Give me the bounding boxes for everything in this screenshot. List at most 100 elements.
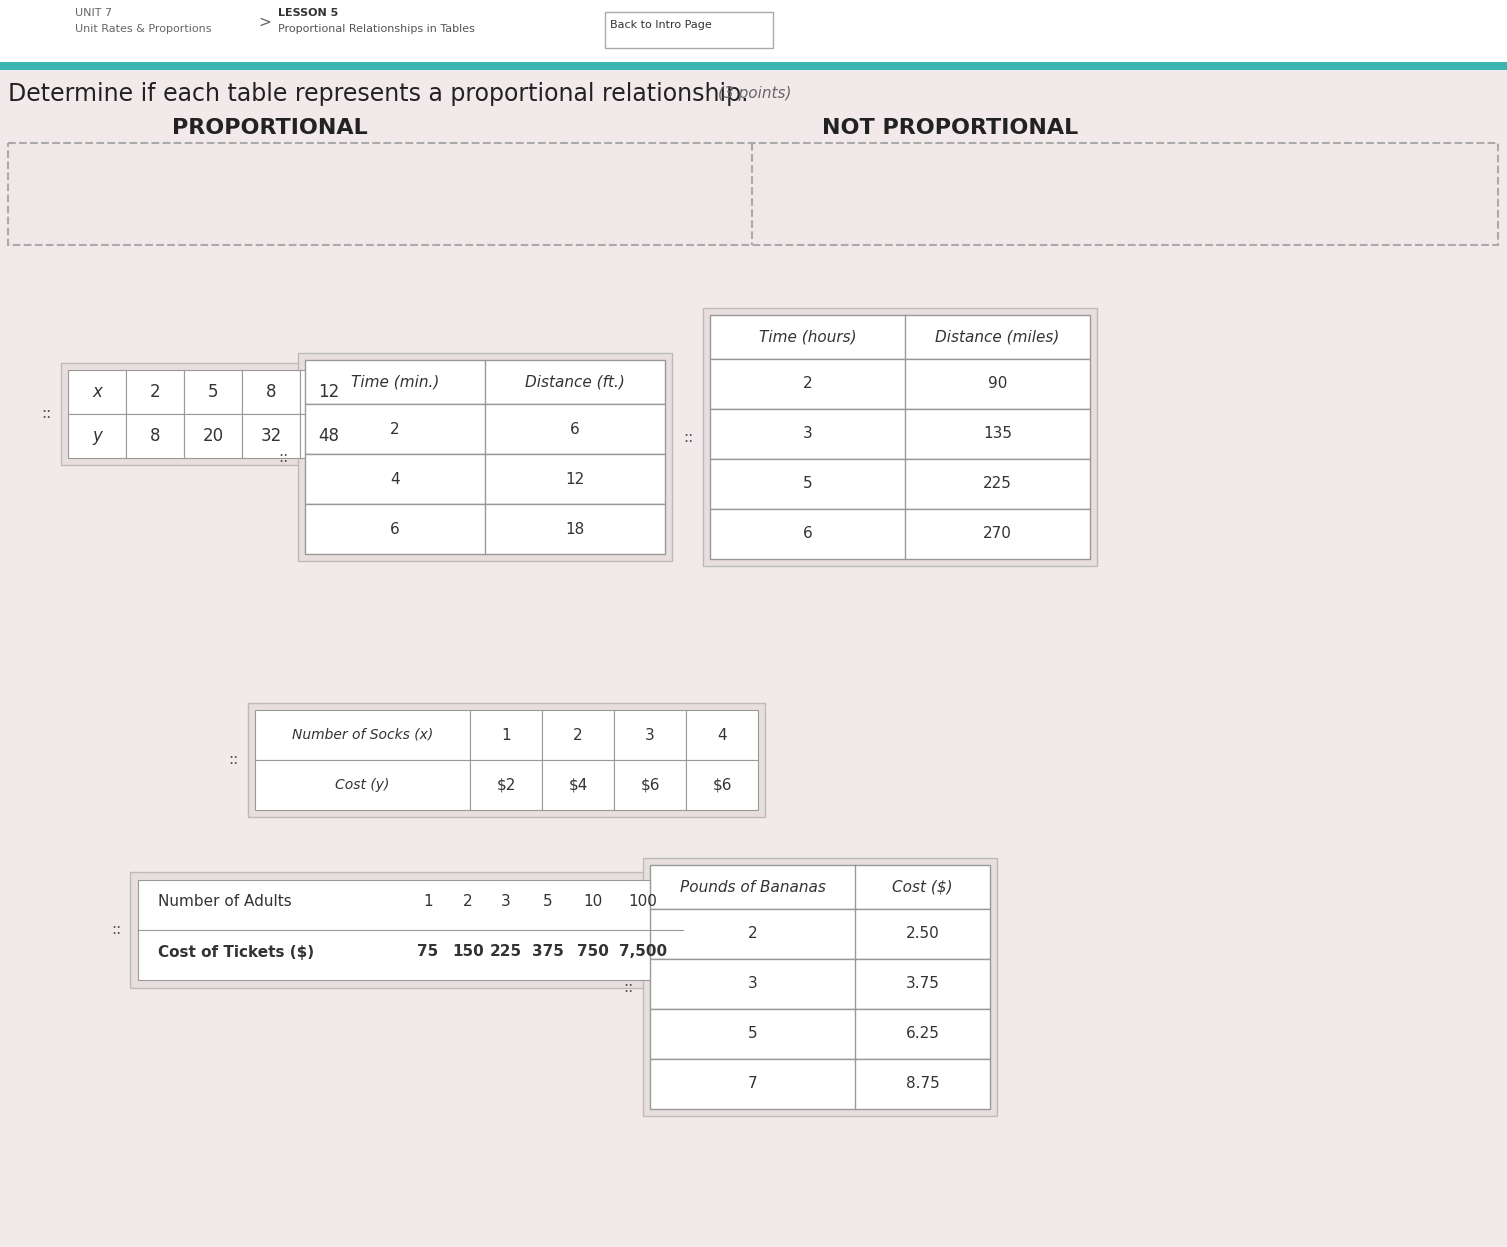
Text: Pounds of Bananas: Pounds of Bananas — [680, 879, 826, 894]
Text: 4: 4 — [717, 727, 726, 742]
Bar — [650, 959, 990, 1009]
Text: $2: $2 — [496, 777, 515, 793]
Text: 3.75: 3.75 — [906, 976, 939, 991]
Text: 3: 3 — [747, 976, 758, 991]
Text: Cost (y): Cost (y) — [336, 778, 390, 792]
Bar — [243, 370, 300, 414]
Bar — [650, 909, 990, 959]
Bar — [304, 360, 665, 404]
Bar — [710, 409, 1090, 459]
Text: 5: 5 — [747, 1026, 758, 1041]
Text: 1: 1 — [502, 727, 511, 742]
Text: 225: 225 — [983, 476, 1011, 491]
Bar — [613, 710, 686, 759]
Bar — [686, 759, 758, 811]
Text: ::: :: — [228, 752, 238, 767]
Text: 12: 12 — [565, 471, 585, 486]
Text: 2.50: 2.50 — [906, 927, 939, 941]
Text: NOT PROPORTIONAL: NOT PROPORTIONAL — [821, 118, 1078, 138]
Bar — [184, 414, 243, 458]
Text: 8: 8 — [149, 426, 160, 445]
Text: Cost of Tickets ($): Cost of Tickets ($) — [158, 944, 313, 959]
Text: 6: 6 — [803, 526, 812, 541]
Bar — [0, 0, 1507, 62]
Text: y: y — [92, 426, 102, 445]
Bar — [300, 414, 359, 458]
Text: ::: :: — [683, 429, 693, 444]
Bar — [255, 710, 470, 759]
Bar — [304, 454, 665, 504]
Text: 75: 75 — [417, 944, 439, 959]
Bar — [543, 710, 613, 759]
Bar — [686, 710, 758, 759]
Bar — [139, 880, 683, 980]
Text: 12: 12 — [318, 383, 339, 402]
Text: 5: 5 — [208, 383, 219, 402]
Text: 8.75: 8.75 — [906, 1076, 939, 1091]
Text: 7,500: 7,500 — [619, 944, 668, 959]
Bar — [0, 62, 1507, 70]
Bar — [613, 759, 686, 811]
Text: 48: 48 — [318, 426, 339, 445]
Text: PROPORTIONAL: PROPORTIONAL — [172, 118, 368, 138]
Text: Unit Rates & Proportions: Unit Rates & Proportions — [75, 24, 211, 34]
Bar — [243, 414, 300, 458]
Bar — [130, 872, 692, 988]
Text: 2: 2 — [747, 927, 758, 941]
Text: 1: 1 — [423, 894, 433, 909]
Text: ::: :: — [277, 449, 288, 464]
Text: 150: 150 — [452, 944, 484, 959]
Text: 6.25: 6.25 — [906, 1026, 939, 1041]
Text: 7: 7 — [747, 1076, 758, 1091]
Text: 100: 100 — [628, 894, 657, 909]
Text: 2: 2 — [390, 421, 399, 436]
Text: Number of Adults: Number of Adults — [158, 894, 292, 909]
Text: Time (hours): Time (hours) — [758, 329, 856, 344]
Text: UNIT 7: UNIT 7 — [75, 7, 112, 17]
Text: 8: 8 — [265, 383, 276, 402]
Text: 5: 5 — [803, 476, 812, 491]
Bar — [68, 370, 127, 414]
Bar — [255, 759, 470, 811]
Text: 3: 3 — [645, 727, 656, 742]
Bar — [304, 404, 665, 454]
Bar — [650, 1059, 990, 1109]
Text: 750: 750 — [577, 944, 609, 959]
Text: 90: 90 — [987, 377, 1007, 392]
Bar — [8, 143, 1498, 244]
Bar — [304, 504, 665, 554]
Text: Time (min.): Time (min.) — [351, 374, 439, 389]
Text: $6: $6 — [713, 777, 732, 793]
Text: 2: 2 — [149, 383, 160, 402]
Text: >: > — [258, 15, 271, 30]
Text: 2: 2 — [803, 377, 812, 392]
Bar — [543, 759, 613, 811]
Bar — [300, 370, 359, 414]
Text: $6: $6 — [640, 777, 660, 793]
Text: (3 points): (3 points) — [717, 86, 791, 101]
Text: Cost ($): Cost ($) — [892, 879, 952, 894]
Text: 2: 2 — [463, 894, 473, 909]
Text: Distance (ft.): Distance (ft.) — [524, 374, 625, 389]
Text: 135: 135 — [983, 426, 1013, 441]
Text: 3: 3 — [502, 894, 511, 909]
Text: 6: 6 — [570, 421, 580, 436]
Text: 375: 375 — [532, 944, 564, 959]
Bar — [127, 370, 184, 414]
Text: 10: 10 — [583, 894, 603, 909]
Text: x: x — [92, 383, 102, 402]
Text: 18: 18 — [565, 521, 585, 536]
Bar — [710, 359, 1090, 409]
Text: 3: 3 — [803, 426, 812, 441]
Text: ::: :: — [622, 979, 633, 995]
Text: 4: 4 — [390, 471, 399, 486]
Text: 6: 6 — [390, 521, 399, 536]
Bar — [650, 1009, 990, 1059]
Text: 225: 225 — [490, 944, 521, 959]
Bar — [710, 459, 1090, 509]
Bar — [184, 370, 243, 414]
Bar — [68, 414, 127, 458]
Text: 20: 20 — [202, 426, 223, 445]
Text: Number of Socks (x): Number of Socks (x) — [292, 728, 433, 742]
Text: ::: :: — [41, 407, 51, 421]
